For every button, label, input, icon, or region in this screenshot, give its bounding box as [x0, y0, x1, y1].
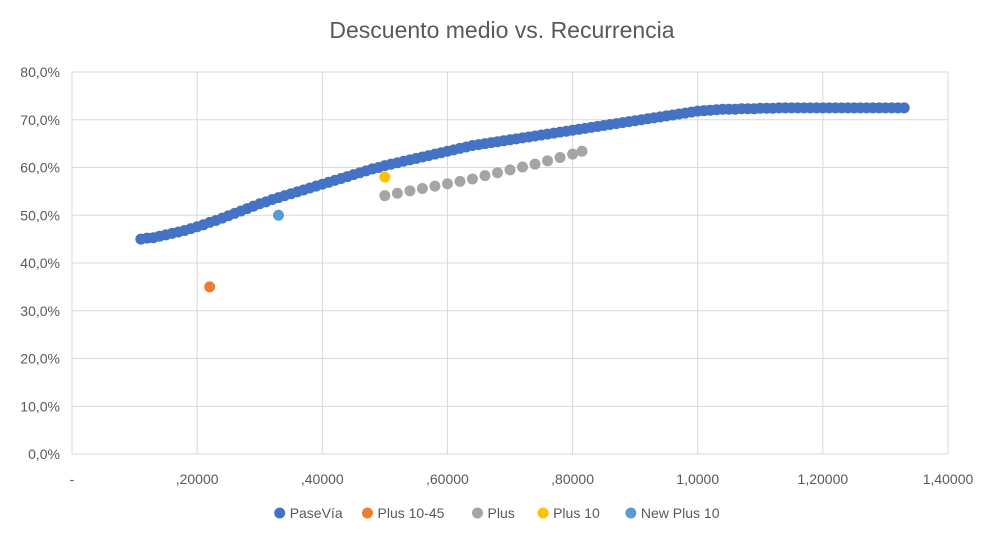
data-points [135, 102, 910, 293]
point-plus [554, 151, 566, 163]
point-plus [517, 161, 529, 173]
point-plus-10 [379, 171, 391, 183]
axes: 0,0% 10,0% 20,0% 30,0% 40,0% 50,0% 60,0% 70,0% 8… [20, 64, 973, 487]
legend-label-new-plus-10: New Plus 10 [641, 505, 720, 521]
legend-marker-plus [472, 507, 483, 519]
point-plus-10-45 [204, 281, 216, 293]
chart-title: Descuento medio vs. Recurrencia [329, 17, 674, 43]
y-tick-label: 40,0% [20, 255, 60, 271]
y-tick-label: 0,0% [28, 446, 60, 462]
legend-marker-new-plus-10 [625, 507, 637, 519]
x-tick-label: ,40000 [301, 471, 344, 487]
point-plus [529, 158, 541, 170]
x-tick-label: 1,20000 [798, 471, 849, 487]
x-tick-label: ,80000 [551, 471, 594, 487]
y-tick-label: 30,0% [20, 303, 60, 319]
y-tick-label: 80,0% [20, 64, 60, 80]
y-tick-label: 60,0% [20, 160, 60, 176]
point-plus [504, 164, 516, 176]
x-tick-label: - [70, 471, 75, 487]
legend-marker-plus-10-45 [362, 507, 373, 519]
point-plus [491, 167, 503, 179]
point-plus [379, 190, 391, 202]
point-plus [391, 187, 403, 199]
gridlines [71, 71, 949, 455]
point-plus [466, 173, 478, 185]
y-tick-label: 10,0% [20, 398, 60, 414]
point-plus [576, 145, 588, 157]
point-plus [454, 175, 466, 187]
point-plus [429, 180, 441, 192]
legend-label-plus-10: Plus 10 [553, 505, 600, 521]
point-plus [404, 185, 416, 197]
legend-label-pasev-a: PaseVía [290, 505, 343, 521]
legend-marker-plus-10 [537, 507, 549, 519]
point-plus [567, 148, 579, 160]
x-tick-label: ,20000 [176, 471, 219, 487]
point-pasev-a [898, 102, 910, 114]
legend-label-plus-10-45: Plus 10-45 [378, 505, 445, 521]
legend-label-plus: Plus [488, 505, 515, 521]
y-tick-label: 20,0% [20, 351, 60, 367]
x-tick-label: 1,0000 [676, 471, 719, 487]
point-new-plus-10 [272, 209, 284, 221]
legend: PaseVía Plus 10-45 Plus Plus 10 New Plus 10 [274, 505, 720, 521]
point-plus [479, 170, 491, 182]
x-tick-label: ,60000 [426, 471, 469, 487]
point-plus [542, 155, 554, 167]
point-plus [441, 178, 453, 190]
y-tick-label: 70,0% [20, 112, 60, 128]
point-plus [416, 183, 428, 195]
y-tick-label: 50,0% [20, 207, 60, 223]
x-tick-label: 1,40000 [923, 471, 974, 487]
legend-marker-pasev-a [274, 507, 286, 519]
